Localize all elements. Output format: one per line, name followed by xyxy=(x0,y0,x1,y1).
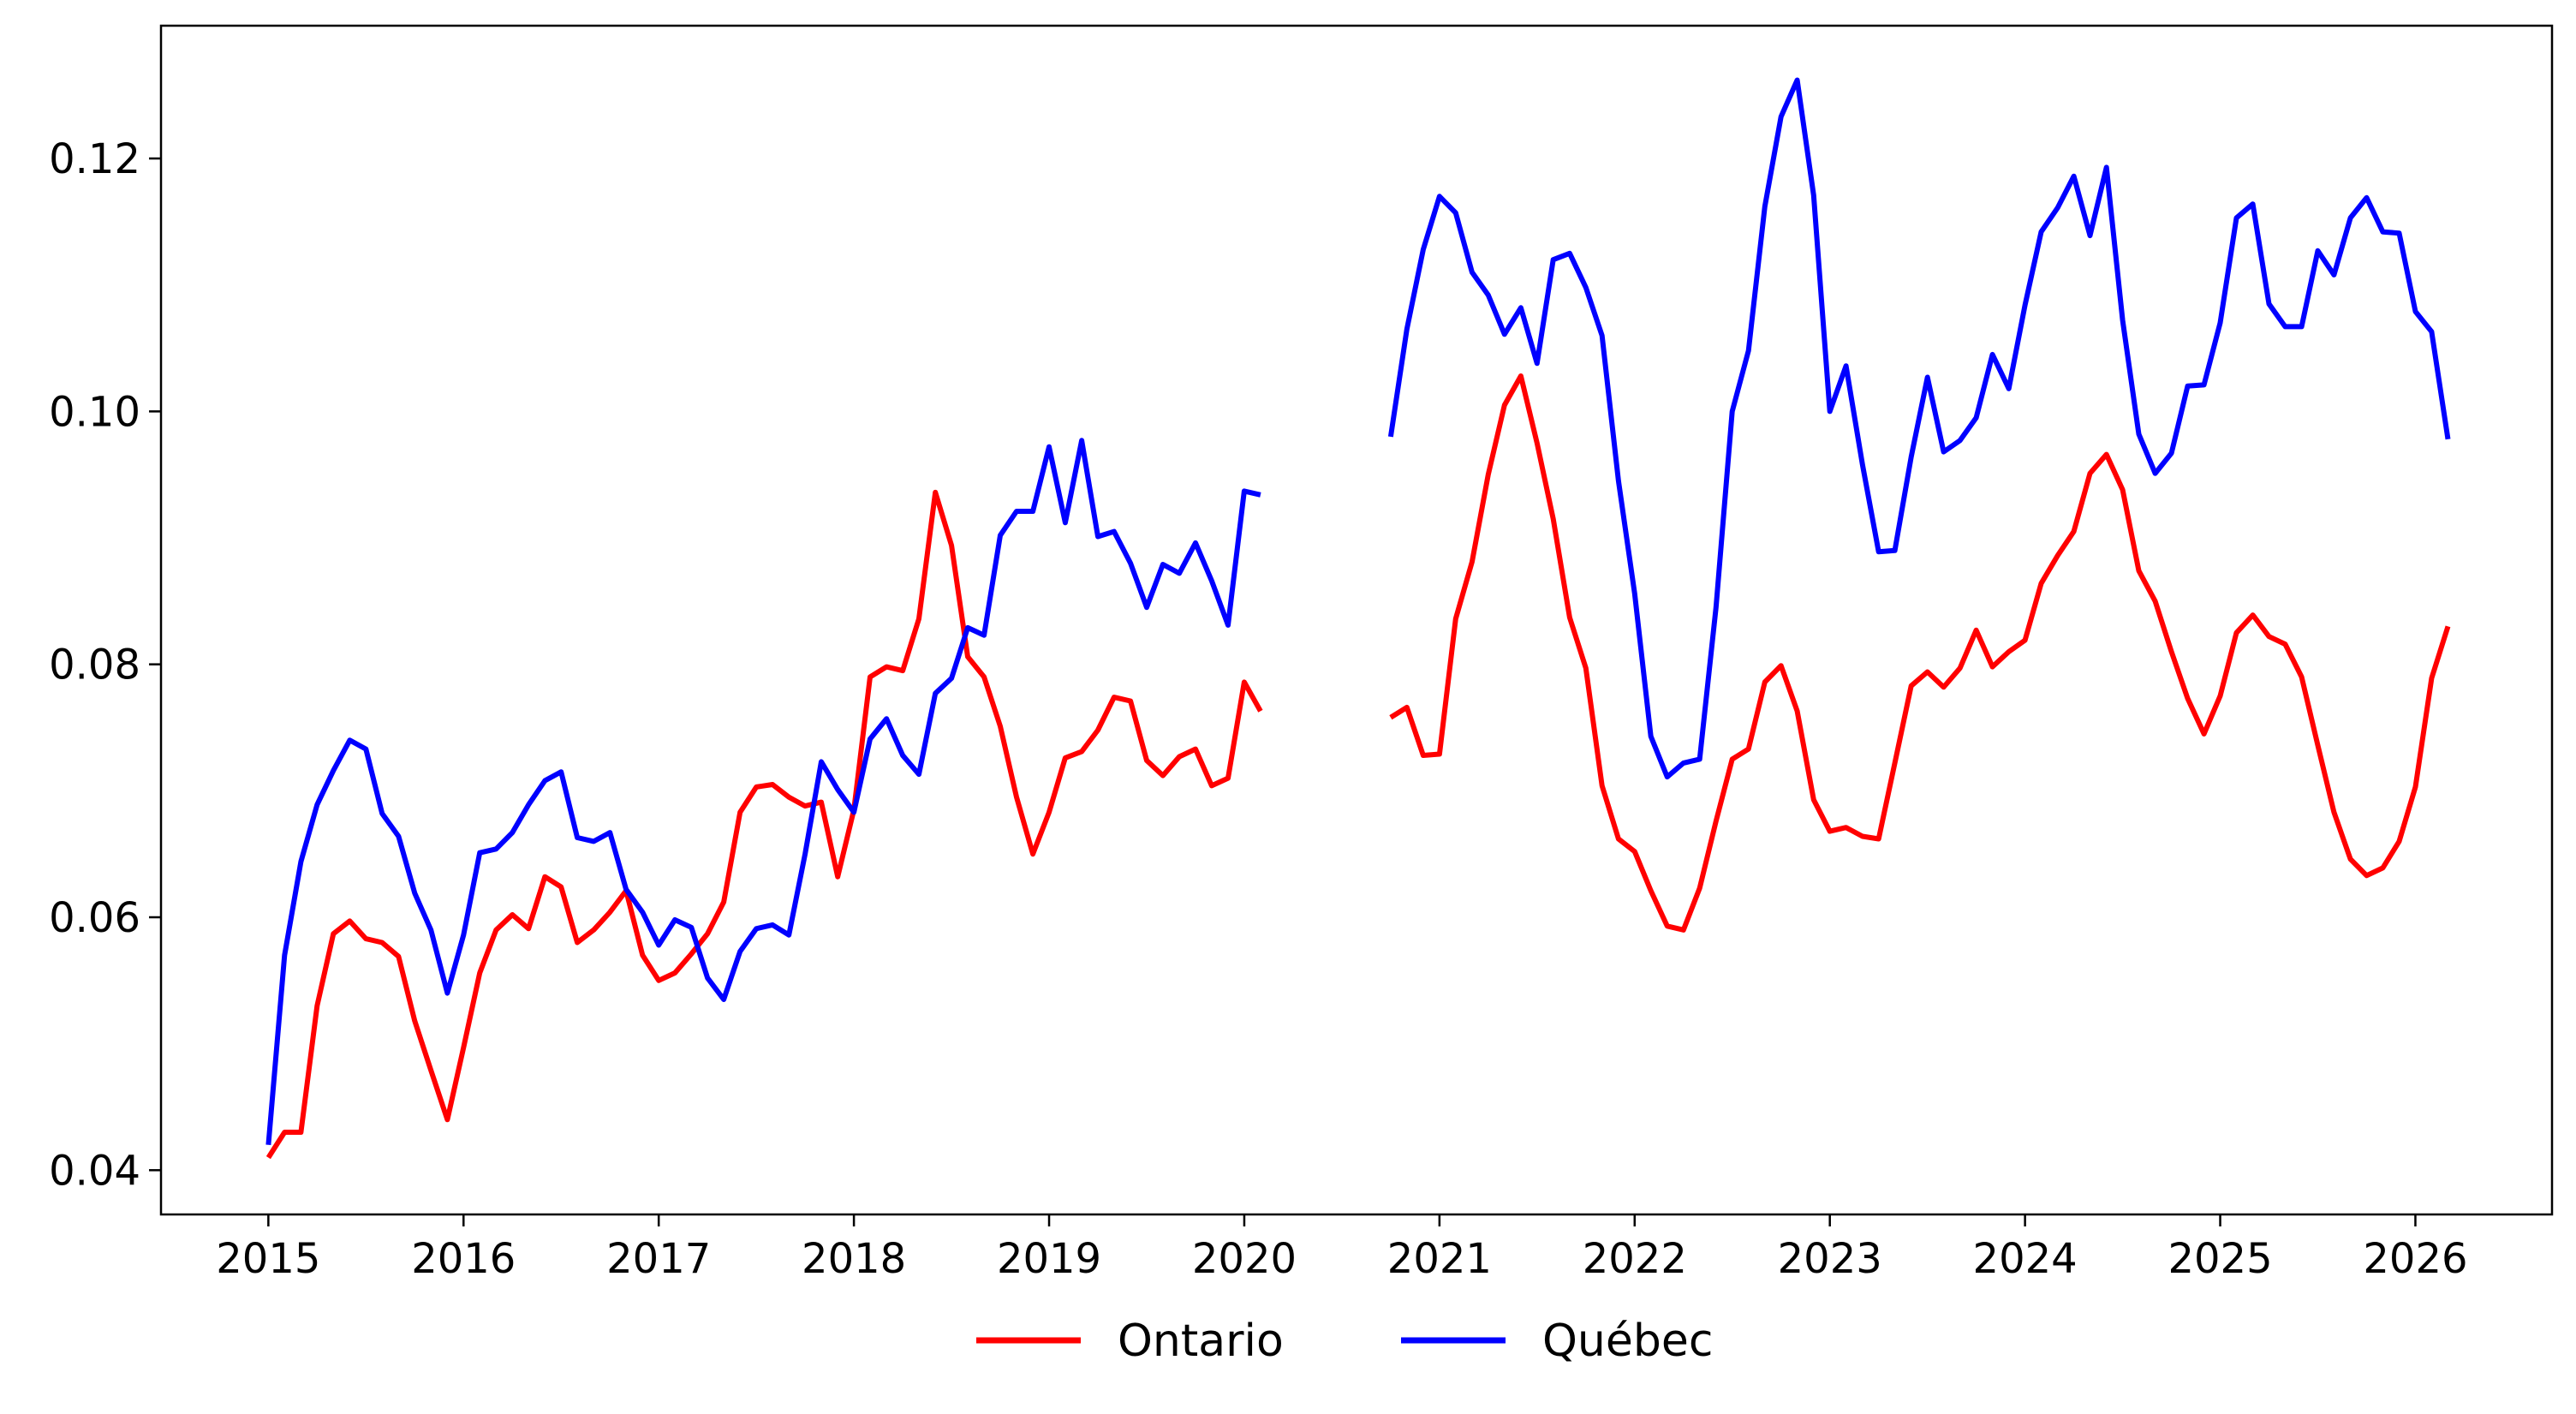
x-tick-label: 2025 xyxy=(2168,1235,2272,1283)
x-tick-label: 2021 xyxy=(1387,1235,1492,1283)
legend-label-quebec: Québec xyxy=(1542,1316,1713,1367)
y-tick-label: 0.08 xyxy=(49,641,140,689)
x-tick-label: 2018 xyxy=(802,1235,906,1283)
y-tick-label: 0.12 xyxy=(49,135,140,183)
x-tick-label: 2020 xyxy=(1192,1235,1297,1283)
y-tick-label: 0.06 xyxy=(49,894,140,942)
y-tick-label: 0.10 xyxy=(49,388,140,436)
x-tick-label: 2016 xyxy=(411,1235,516,1283)
x-tick-label: 2024 xyxy=(1973,1235,2078,1283)
x-tick-label: 2017 xyxy=(606,1235,711,1283)
x-tick-label: 2022 xyxy=(1583,1235,1687,1283)
x-tick-label: 2015 xyxy=(216,1235,320,1283)
x-axis: 2015 2016 2017 2018 2019 2020 2021 2022 2023 2024… xyxy=(216,1214,2468,1283)
x-tick-label: 2019 xyxy=(997,1235,1101,1283)
legend-label-ontario: Ontario xyxy=(1118,1316,1284,1367)
legend: Ontario Québec xyxy=(976,1316,1713,1367)
series-lines xyxy=(265,77,2451,1160)
x-tick-label: 2026 xyxy=(2363,1235,2467,1283)
series-line-ontario-segment-1 xyxy=(265,489,1263,1160)
series-line-ontario-segment-2 xyxy=(1389,373,2451,933)
plot-frame xyxy=(159,24,2554,1216)
series-line-quebec-segment-2 xyxy=(1387,77,2451,780)
y-tick-label: 0.04 xyxy=(49,1147,140,1195)
x-tick-label: 2023 xyxy=(1778,1235,1882,1283)
y-axis: 0.04 0.06 0.08 0.10 0.12 xyxy=(49,135,161,1195)
series-line-quebec-segment-1 xyxy=(265,438,1261,1146)
